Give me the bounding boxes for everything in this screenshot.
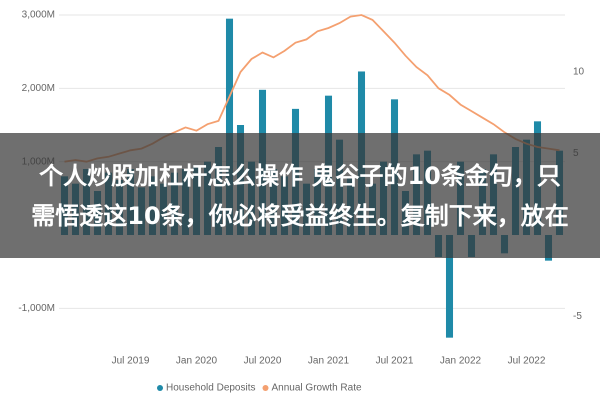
bar: [445, 235, 454, 338]
bar: [225, 18, 234, 235]
caption-line: 个人炒股加杠杆怎么操作 鬼谷子的10条金句，只: [39, 161, 561, 190]
y2-tick-label: -5: [573, 311, 582, 322]
y-tick-label: -1,000M: [18, 303, 55, 314]
legend-marker: [262, 385, 269, 391]
x-tick-label: Jan 2021: [308, 356, 350, 367]
legend-label: Annual Growth Rate: [272, 383, 362, 394]
x-tick-label: Jul 2020: [244, 356, 282, 367]
y2-tick-label: 10: [573, 67, 585, 78]
x-tick-label: Jan 2020: [176, 356, 218, 367]
y-tick-label: 2,000M: [22, 83, 55, 94]
x-tick-label: Jul 2021: [376, 356, 414, 367]
caption-banner: 个人炒股加杠杆怎么操作 鬼谷子的10条金句，只 需悟透这10条，你必将受益终生。…: [0, 133, 600, 258]
legend-label: Household Deposits: [166, 383, 256, 394]
caption-line: 需悟透这10条，你必将受益终生。复制下来，放在: [31, 201, 569, 230]
y-tick-label: 3,000M: [22, 10, 55, 21]
x-tick-label: Jul 2019: [112, 356, 150, 367]
x-tick-label: Jan 2022: [440, 356, 482, 367]
x-tick-label: Jul 2022: [508, 356, 546, 367]
legend-marker: [157, 385, 163, 391]
